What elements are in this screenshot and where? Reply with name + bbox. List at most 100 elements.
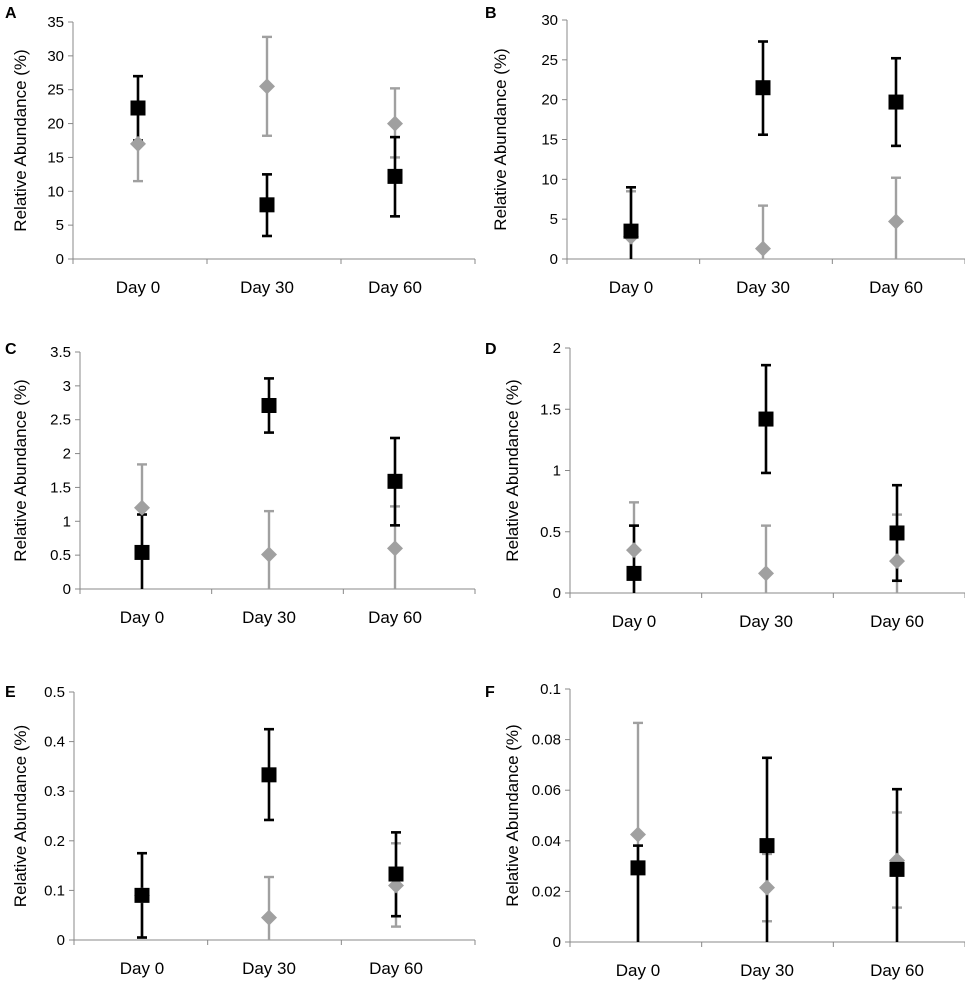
y-tick-label: 1: [553, 463, 561, 480]
y-tick-label: 0: [550, 251, 558, 268]
x-category-label: Day 30: [739, 612, 793, 631]
x-category-label: Day 60: [368, 278, 422, 297]
y-tick-label: 0.1: [540, 681, 561, 698]
panel-letter: D: [485, 341, 497, 358]
x-category-label: Day 60: [870, 961, 924, 980]
data-point-diamond: [888, 213, 904, 230]
x-category-label: Day 30: [242, 959, 296, 978]
panel-letter: F: [485, 684, 495, 701]
y-tick-label: 3.5: [50, 344, 71, 361]
x-category-label: Day 0: [616, 961, 660, 980]
y-tick-label: 20: [47, 116, 64, 133]
data-point-square: [261, 767, 277, 783]
data-point-square: [623, 223, 639, 239]
panel-letter: A: [5, 5, 17, 22]
y-tick-label: 0.02: [532, 883, 561, 900]
data-point-square: [889, 861, 905, 877]
x-category-label: Day 60: [368, 608, 422, 627]
y-tick-label: 0.5: [50, 547, 71, 564]
x-category-label: Day 30: [242, 608, 296, 627]
data-point-square: [758, 411, 774, 427]
x-category-label: Day 0: [612, 612, 656, 631]
x-category-label: Day 30: [740, 961, 794, 980]
data-point-square: [134, 544, 150, 560]
data-point-square: [259, 197, 275, 213]
panel-letter: E: [5, 684, 16, 701]
data-point-square: [759, 838, 775, 854]
data-point-diamond: [259, 78, 275, 95]
y-tick-label: 0.2: [44, 833, 65, 850]
y-axis-title: Relative Abundance (%): [503, 724, 522, 906]
x-category-label: Day 0: [116, 278, 160, 297]
data-point-square: [388, 866, 404, 882]
y-tick-label: 5: [56, 217, 64, 234]
panel-letter: B: [485, 5, 497, 22]
y-tick-label: 1.5: [540, 401, 561, 418]
chart-panel-f: F 0 0.02 0.04 0.06 0.08 0.1 Day 0 Day 30 Day 60 Re…: [485, 681, 965, 980]
x-category-label: Day 0: [120, 608, 164, 627]
y-tick-label: 0.4: [44, 734, 65, 751]
data-point-square: [387, 473, 403, 489]
data-point-square: [630, 860, 646, 876]
y-tick-label: 0: [553, 934, 561, 951]
data-point-square: [261, 397, 277, 413]
x-category-label: Day 0: [609, 278, 653, 297]
y-tick-label: 0.1: [44, 882, 65, 899]
y-tick-label: 30: [541, 12, 558, 29]
x-category-label: Day 0: [120, 959, 164, 978]
y-tick-label: 1: [63, 513, 71, 530]
chart-panel-e: E 0 0.1 0.2 0.3 0.4 0.5 Day 0 Day 30 Day 60 Relati…: [5, 684, 476, 978]
data-point-square: [387, 168, 403, 184]
data-point-diamond: [755, 240, 771, 257]
y-tick-label: 0.06: [532, 782, 561, 799]
y-tick-label: 1.5: [50, 479, 71, 496]
y-tick-label: 2: [553, 340, 561, 357]
y-tick-label: 0: [553, 585, 561, 602]
data-point-square: [888, 94, 904, 110]
data-point-diamond: [261, 546, 277, 563]
data-point-diamond: [630, 826, 646, 843]
x-category-label: Day 60: [369, 959, 423, 978]
y-tick-label: 10: [541, 171, 558, 188]
y-tick-label: 0.5: [540, 524, 561, 541]
y-tick-label: 0.08: [532, 732, 561, 749]
y-axis-title: Relative Abundance (%): [11, 379, 30, 561]
y-tick-label: 5: [550, 211, 558, 228]
y-tick-label: 0: [63, 581, 71, 598]
y-tick-label: 0.04: [532, 833, 561, 850]
data-point-diamond: [626, 542, 642, 559]
x-category-label: Day 60: [869, 278, 923, 297]
y-tick-label: 0.3: [44, 783, 65, 800]
data-point-square: [130, 100, 146, 116]
data-point-diamond: [387, 115, 403, 132]
chart-panel-d: D 0 0.5 1 1.5 2 Day 0 Day 30 Day 60 Relative Abun…: [485, 340, 965, 631]
chart-panel-b: B 0 5 10 15 20 25 30 Day 0 Day 30 Day 60 Relative A…: [485, 5, 965, 297]
x-category-label: Day 60: [870, 612, 924, 631]
y-tick-label: 15: [541, 132, 558, 149]
data-point-diamond: [261, 909, 277, 926]
y-tick-label: 10: [47, 183, 64, 200]
y-tick-label: 0: [56, 251, 64, 268]
data-point-square: [626, 565, 642, 581]
y-tick-label: 25: [47, 82, 64, 99]
x-category-label: Day 30: [240, 278, 294, 297]
data-point-diamond: [130, 135, 146, 152]
y-tick-label: 20: [541, 92, 558, 109]
y-tick-label: 3: [63, 378, 71, 395]
chart-panel-c: C 0 0.5 1 1.5 2 2.5 3 3.5 Day 0 Day 30 Day 60 Relati…: [5, 341, 476, 627]
y-tick-label: 25: [541, 52, 558, 69]
data-point-diamond: [759, 879, 775, 896]
y-tick-label: 2.5: [50, 412, 71, 429]
data-point-diamond: [889, 553, 905, 570]
y-axis-title: Relative Abundance (%): [503, 379, 522, 561]
y-axis-title: Relative Abundance (%): [11, 49, 30, 231]
data-point-square: [889, 525, 905, 541]
data-point-diamond: [134, 499, 150, 516]
y-tick-label: 30: [47, 48, 64, 65]
data-point-diamond: [758, 565, 774, 582]
data-point-square: [755, 80, 771, 96]
y-axis-title: Relative Abundance (%): [491, 48, 510, 230]
panel-letter: C: [5, 341, 17, 358]
x-category-label: Day 30: [736, 278, 790, 297]
